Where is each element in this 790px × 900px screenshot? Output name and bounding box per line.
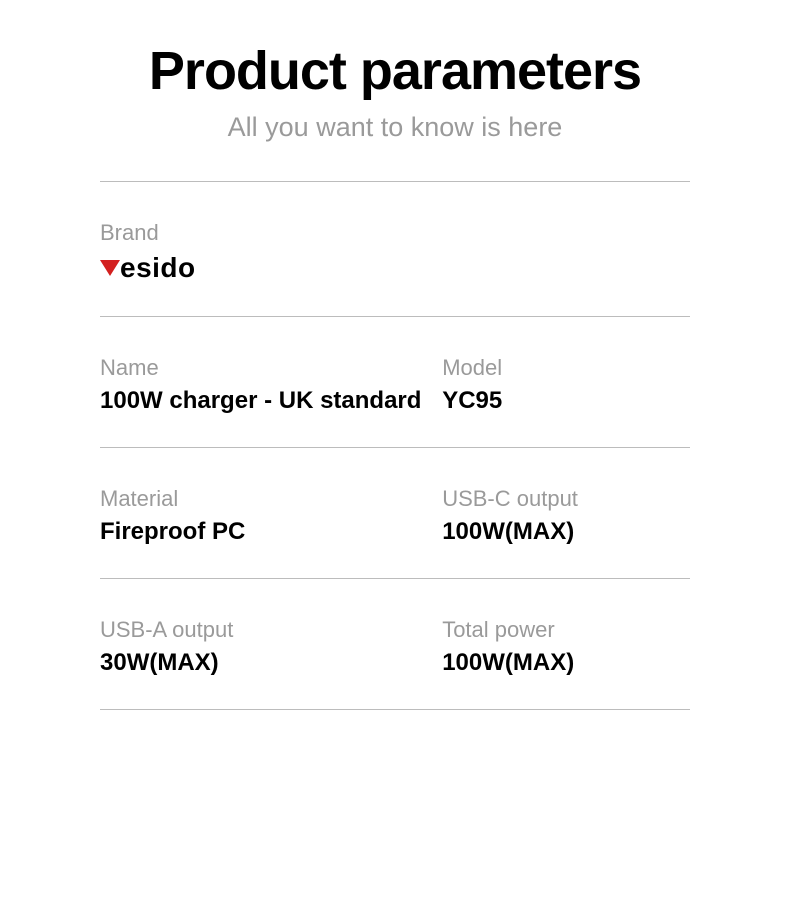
name-model-row: Name 100W charger - UK standard Model YC… xyxy=(100,317,690,448)
brand-logo: esido xyxy=(100,252,690,284)
material-value: Fireproof PC xyxy=(100,518,442,546)
usb-c-label: USB-C output xyxy=(442,486,690,512)
name-value: 100W charger - UK standard xyxy=(100,387,442,415)
model-cell: Model YC95 xyxy=(442,355,690,415)
material-usbc-row: Material Fireproof PC USB-C output 100W(… xyxy=(100,448,690,579)
total-power-value: 100W(MAX) xyxy=(442,649,690,677)
logo-triangle-icon xyxy=(100,260,120,276)
usb-c-cell: USB-C output 100W(MAX) xyxy=(442,486,690,546)
total-power-cell: Total power 100W(MAX) xyxy=(442,617,690,677)
brand-row: Brand esido xyxy=(100,182,690,317)
usb-a-cell: USB-A output 30W(MAX) xyxy=(100,617,442,677)
brand-label: Brand xyxy=(100,220,690,246)
name-label: Name xyxy=(100,355,442,381)
model-value: YC95 xyxy=(442,387,690,415)
usba-total-row: USB-A output 30W(MAX) Total power 100W(M… xyxy=(100,579,690,710)
page-subtitle: All you want to know is here xyxy=(100,112,690,143)
name-cell: Name 100W charger - UK standard xyxy=(100,355,442,415)
material-label: Material xyxy=(100,486,442,512)
brand-cell: Brand esido xyxy=(100,220,690,284)
total-power-label: Total power xyxy=(442,617,690,643)
usb-a-value: 30W(MAX) xyxy=(100,649,442,677)
usb-c-value: 100W(MAX) xyxy=(442,518,690,546)
model-label: Model xyxy=(442,355,690,381)
page-title: Product parameters xyxy=(100,40,690,102)
logo-text: esido xyxy=(120,252,196,284)
usb-a-label: USB-A output xyxy=(100,617,442,643)
spec-sheet: Product parameters All you want to know … xyxy=(0,0,790,710)
material-cell: Material Fireproof PC xyxy=(100,486,442,546)
